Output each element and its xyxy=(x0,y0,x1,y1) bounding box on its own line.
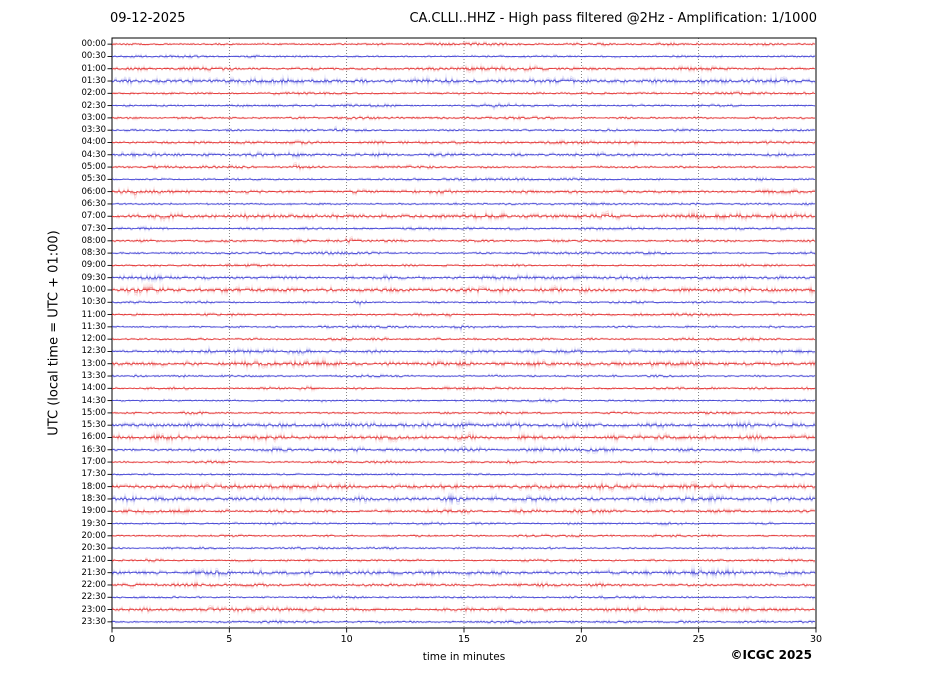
y-tick-label: 08:30 xyxy=(81,248,107,259)
x-tick-label: 10 xyxy=(340,634,353,645)
y-tick-label: 18:30 xyxy=(81,493,107,504)
y-tick-label: 19:30 xyxy=(81,518,107,529)
y-tick-label: 10:00 xyxy=(81,284,107,295)
y-tick-label: 23:00 xyxy=(81,604,107,615)
y-tick-label: 13:30 xyxy=(81,371,107,382)
y-tick-label: 21:00 xyxy=(81,555,107,566)
y-tick-label: 05:00 xyxy=(81,162,107,173)
y-tick-label: 00:30 xyxy=(81,51,107,62)
y-tick-label: 13:00 xyxy=(81,358,107,369)
y-tick-label: 07:30 xyxy=(81,223,107,234)
date-label: 09-12-2025 xyxy=(110,11,186,26)
y-tick-label: 12:30 xyxy=(81,346,107,357)
y-tick-label: 00:00 xyxy=(81,39,107,50)
y-tick-label: 02:00 xyxy=(81,88,107,99)
y-tick-label: 07:00 xyxy=(81,211,107,222)
y-tick-label: 01:00 xyxy=(81,63,107,74)
copyright-label: ©ICGC 2025 xyxy=(730,648,812,662)
y-tick-label: 04:00 xyxy=(81,137,107,148)
y-tick-label: 18:00 xyxy=(81,481,107,492)
y-tick-label: 09:30 xyxy=(81,272,107,283)
y-tick-label: 20:00 xyxy=(81,530,107,541)
y-tick-label: 05:30 xyxy=(81,174,107,185)
y-tick-label: 17:00 xyxy=(81,457,107,468)
y-tick-label: 23:30 xyxy=(81,616,107,627)
y-tick-label: 09:00 xyxy=(81,260,107,271)
y-tick-label: 17:30 xyxy=(81,469,107,480)
x-tick-label: 0 xyxy=(108,634,116,645)
y-tick-label: 12:00 xyxy=(81,334,107,345)
y-tick-label: 03:30 xyxy=(81,125,107,136)
y-tick-label: 14:00 xyxy=(81,383,107,394)
y-tick-label: 01:30 xyxy=(81,76,107,87)
y-tick-label: 22:00 xyxy=(81,579,107,590)
x-tick-label: 20 xyxy=(575,634,588,645)
y-tick-label: 11:00 xyxy=(81,309,107,320)
y-tick-label: 14:30 xyxy=(81,395,107,406)
y-tick-label: 19:00 xyxy=(81,506,107,517)
y-tick-label: 22:30 xyxy=(81,592,107,603)
y-tick-label: 16:00 xyxy=(81,432,107,443)
y-tick-label: 08:00 xyxy=(81,235,107,246)
x-tick-label: 15 xyxy=(457,634,471,645)
y-tick-label: 06:30 xyxy=(81,198,107,209)
y-tick-label: 06:00 xyxy=(81,186,107,197)
x-axis-label: time in minutes xyxy=(422,651,506,663)
y-tick-label: 10:30 xyxy=(81,297,107,308)
y-tick-label: 04:30 xyxy=(81,149,107,160)
y-tick-label: 03:00 xyxy=(81,112,107,123)
y-tick-label: 16:30 xyxy=(81,444,107,455)
y-tick-label: 21:30 xyxy=(81,567,107,578)
x-tick-label: 25 xyxy=(692,634,705,645)
chart-title: CA.CLLI..HHZ - High pass filtered @2Hz -… xyxy=(409,11,817,26)
y-tick-label: 15:00 xyxy=(81,407,107,418)
x-tick-label: 30 xyxy=(809,634,823,645)
y-tick-label: 15:30 xyxy=(81,420,107,431)
y-tick-label: 11:30 xyxy=(81,321,107,332)
x-tick-label: 5 xyxy=(226,634,233,645)
y-tick-label: 02:30 xyxy=(81,100,107,111)
y-tick-label: 20:30 xyxy=(81,543,107,554)
